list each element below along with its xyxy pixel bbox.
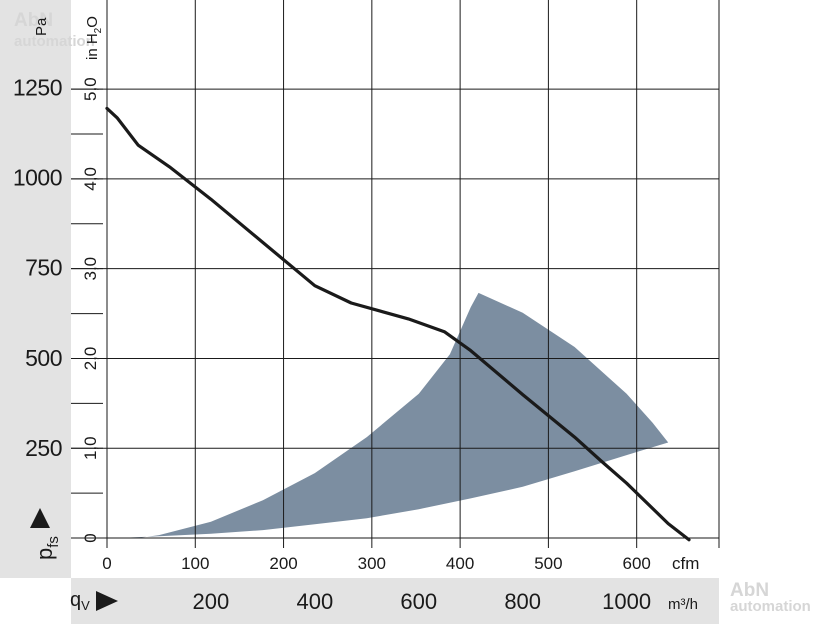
pa-unit-label: Pa: [33, 17, 50, 36]
flow-symbol: qV: [70, 589, 90, 613]
cfm-tick-500: 500: [534, 554, 562, 573]
inh2o-unit-sub: 2: [93, 27, 104, 33]
watermark-top-line2: automation: [14, 33, 95, 50]
m3h-tick-1000: 1000: [602, 589, 651, 614]
m3h-tick-200: 200: [193, 589, 230, 614]
flow-symbol-sub: V: [81, 598, 90, 613]
inh2o-tick-2,0: 2,0: [81, 347, 100, 371]
operating-region-0: [117, 292, 669, 538]
pa-tick-labels: 250 500 750 1000 1250: [13, 75, 63, 461]
flow-arrow-icon: [96, 591, 118, 611]
watermark-top-line1: AbN: [14, 10, 53, 31]
pa-tick-250: 250: [25, 435, 62, 461]
cfm-tick-400: 400: [446, 554, 474, 573]
inh2o-unit-label: in H2O: [84, 16, 104, 60]
cfm-tick-labels: 0 100 200 300 400 500 600: [102, 554, 651, 573]
inh2o-unit-end: O: [84, 16, 101, 28]
pressure-symbol: pfs: [32, 536, 62, 560]
pressure-symbol-sub: fs: [45, 536, 62, 548]
pa-axis-band: [0, 0, 71, 578]
m3h-tick-labels: 200 400 600 800 1000: [193, 589, 652, 614]
m3h-tick-400: 400: [296, 589, 333, 614]
pressure-arrow-icon: [30, 508, 50, 528]
pa-tick-1000: 1000: [13, 165, 62, 191]
inh2o-tick-5,0: 5,0: [81, 77, 100, 101]
inh2o-tick-3,0: 3,0: [81, 257, 100, 281]
inh2o-tick-labels: 0 1,0 2,0 3,0 4,0 5,0: [81, 77, 100, 542]
m3h-unit-label: m³/h: [668, 596, 698, 613]
curve-group: [105, 106, 691, 542]
cfm-unit-label: cfm: [672, 554, 699, 573]
pa-tick-500: 500: [25, 345, 62, 371]
m3h-tick-800: 800: [504, 589, 541, 614]
operating-region-group: [117, 292, 669, 538]
pa-tick-1250: 1250: [13, 75, 62, 101]
pa-tick-750: 750: [25, 255, 62, 281]
m3h-axis-band: [71, 578, 719, 624]
svg-text:in H2O: in H2O: [84, 16, 104, 60]
watermark-bottom-line1: AbN: [730, 580, 769, 601]
cfm-tick-100: 100: [181, 554, 209, 573]
flow-symbol-main: q: [70, 589, 81, 611]
watermark-bottom-line2: automation: [730, 598, 811, 615]
inh2o-tick-1,0: 1,0: [81, 436, 100, 460]
inh2o-tick-4,0: 4,0: [81, 167, 100, 191]
cfm-tick-600: 600: [622, 554, 650, 573]
cfm-tick-200: 200: [269, 554, 297, 573]
performance-curve-0: [105, 106, 691, 542]
grid-lines: [71, 0, 720, 548]
pressure-symbol-main: p: [32, 548, 57, 560]
inh2o-unit-main: in H: [84, 33, 101, 60]
m3h-tick-600: 600: [400, 589, 437, 614]
inh2o-tick-0: 0: [81, 533, 100, 542]
cfm-tick-0: 0: [102, 554, 111, 573]
svg-text:pfs: pfs: [32, 536, 62, 560]
cfm-tick-300: 300: [358, 554, 386, 573]
